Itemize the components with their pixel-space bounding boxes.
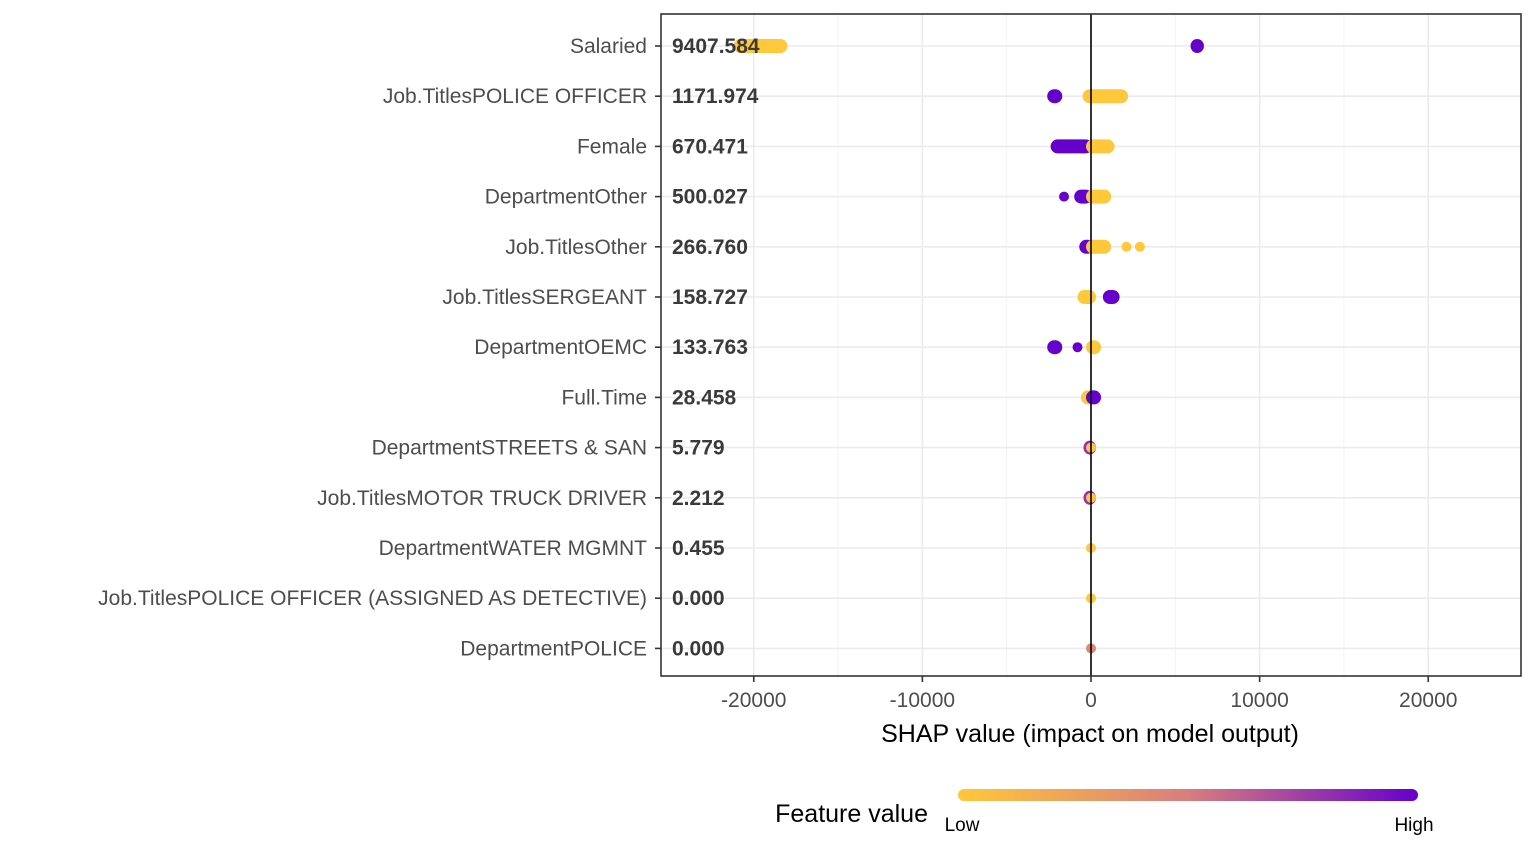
shap-point-cluster — [1047, 89, 1063, 104]
mean-shap-label: 500.027 — [672, 186, 748, 209]
shap-point-cluster — [1086, 189, 1112, 204]
legend-color-bar — [958, 789, 1418, 801]
feature-label: Job.TitlesPOLICE OFFICER — [383, 85, 647, 108]
x-tick-label: -10000 — [890, 689, 955, 712]
shap-point-cluster — [1086, 340, 1102, 355]
shap-point — [1072, 342, 1083, 353]
shap-point-cluster — [1086, 239, 1112, 254]
mean-shap-label: 5.779 — [672, 437, 725, 460]
feature-label: Female — [577, 135, 647, 158]
feature-label: Full.Time — [561, 386, 647, 409]
mean-shap-label: 133.763 — [672, 336, 748, 359]
feature-label: Job.TitlesOther — [505, 236, 647, 259]
legend-low-label: Low — [945, 815, 980, 836]
mean-shap-label: 158.727 — [672, 286, 748, 309]
mean-shap-label: 1171.974 — [672, 85, 759, 108]
shap-point — [1059, 191, 1070, 202]
feature-label: Job.TitlesMOTOR TRUCK DRIVER — [317, 487, 647, 510]
mean-shap-label: 2.212 — [672, 487, 725, 510]
mean-shap-label: 9407.584 — [672, 35, 760, 58]
legend-title: Feature value — [775, 800, 928, 828]
x-tick-label: 20000 — [1399, 689, 1457, 712]
feature-label: DepartmentPOLICE — [460, 637, 647, 660]
shap-point-cluster — [1082, 89, 1129, 104]
feature-label: Job.TitlesPOLICE OFFICER (ASSIGNED AS DE… — [98, 587, 647, 610]
feature-label: Job.TitlesSERGEANT — [442, 286, 647, 309]
x-tick-label: 0 — [1085, 689, 1097, 712]
legend-high-label: High — [1394, 815, 1433, 836]
shap-point-cluster — [733, 39, 788, 53]
color-legend: Feature value Low High — [775, 789, 1434, 836]
points-layer — [733, 39, 1204, 654]
mean-shap-label: 0.455 — [672, 537, 725, 560]
shap-point-cluster — [1086, 139, 1115, 154]
mean-shap-label: 28.458 — [672, 386, 737, 409]
x-axis-title: SHAP value (impact on model output) — [881, 720, 1299, 748]
shap-point-cluster — [1077, 290, 1096, 304]
shap-point-cluster — [1102, 290, 1120, 304]
shap-point — [1134, 241, 1145, 252]
mean-shap-label: 670.471 — [672, 135, 748, 158]
mean-shap-label: 0.000 — [672, 637, 725, 660]
feature-label: DepartmentOEMC — [474, 336, 647, 359]
shap-point — [1121, 241, 1132, 252]
feature-label: DepartmentSTREETS & SAN — [372, 437, 647, 460]
shap-point-cluster — [1050, 139, 1093, 154]
mean-shap-label: 266.760 — [672, 236, 748, 259]
feature-label: DepartmentWATER MGMNT — [379, 537, 648, 560]
mean-shap-label: 0.000 — [672, 587, 725, 610]
shap-point-cluster — [1086, 390, 1102, 405]
axis-layer: -20000 -10000 0 10000 20000 — [655, 13, 1522, 712]
feature-label: Salaried — [570, 35, 647, 58]
shap-point-cluster — [1190, 39, 1204, 53]
label-layer: Salaried 9407.584 Job.TitlesPOLICE OFFICER… — [98, 35, 760, 660]
x-tick-label: 10000 — [1230, 689, 1288, 712]
feature-label: DepartmentOther — [485, 186, 647, 209]
shap-point-cluster — [1047, 340, 1063, 355]
x-tick-label: -20000 — [721, 689, 786, 712]
